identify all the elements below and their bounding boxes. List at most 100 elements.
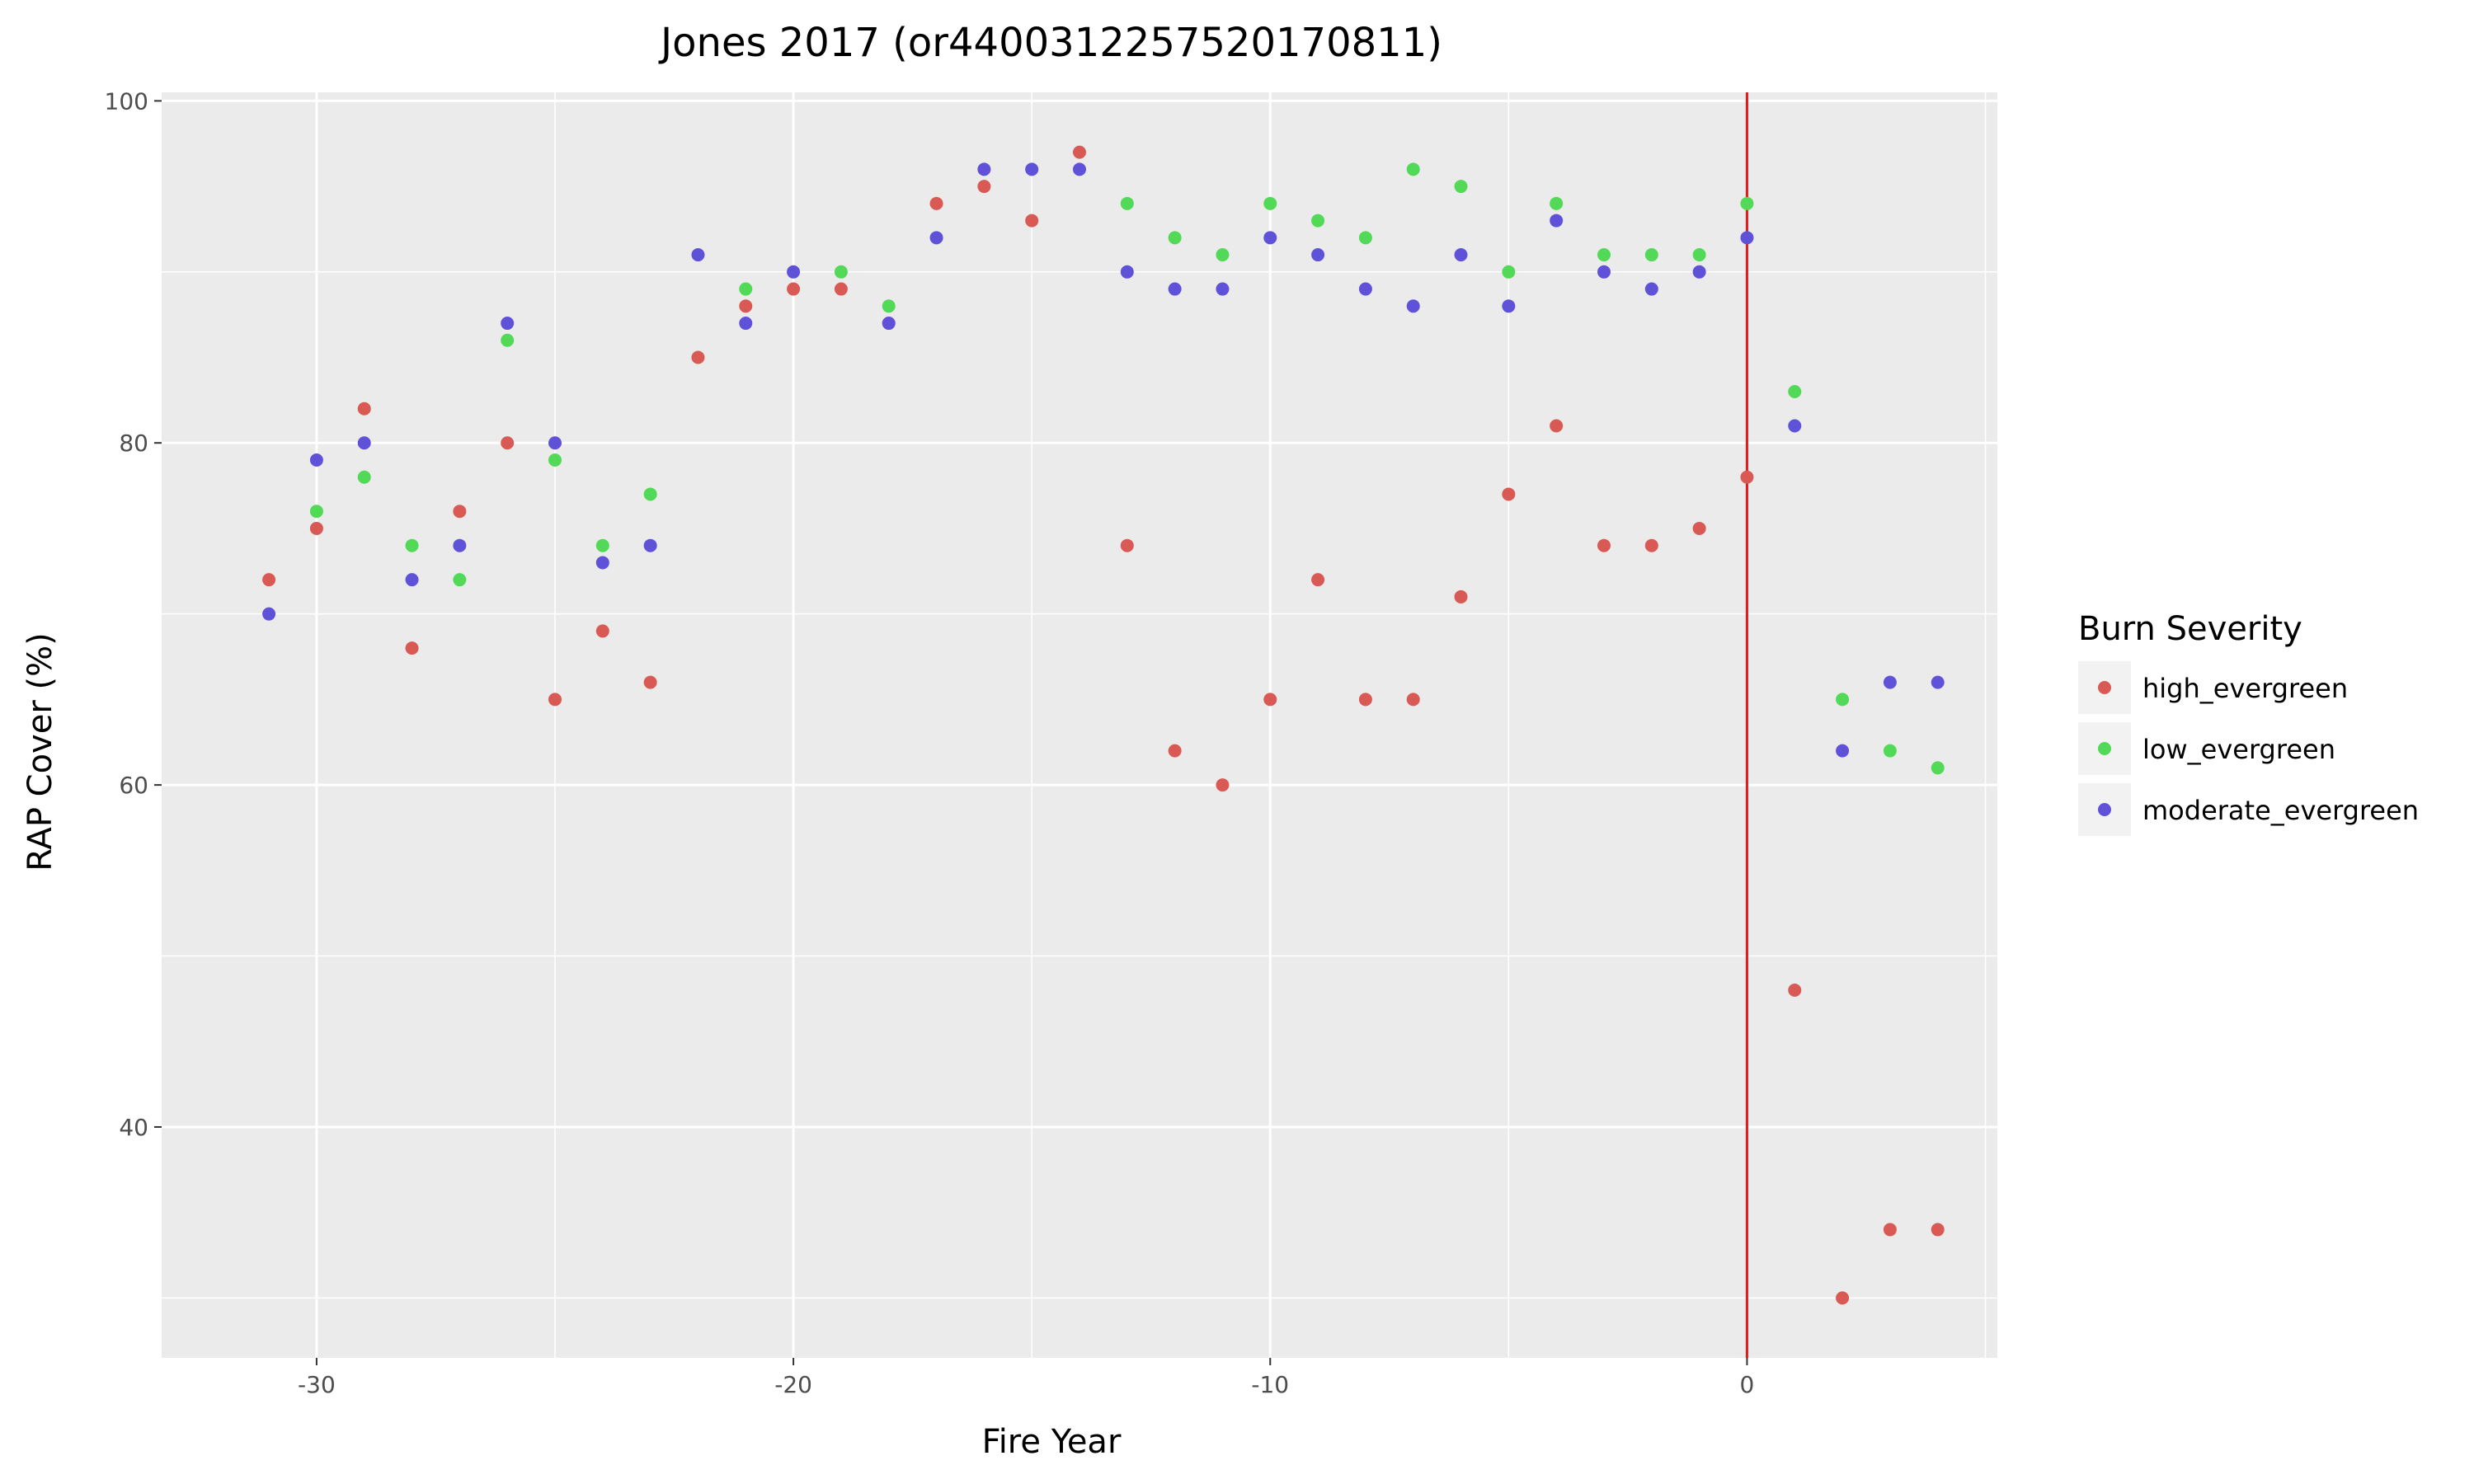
- x-tick-label: -20: [774, 1371, 812, 1398]
- data-point: [1406, 693, 1420, 707]
- data-point: [1502, 299, 1516, 313]
- data-point: [1025, 162, 1039, 176]
- y-axis-title: RAP Cover (%): [21, 632, 59, 871]
- data-point: [1168, 282, 1182, 296]
- data-point: [1836, 744, 1850, 758]
- data-point: [1550, 196, 1564, 210]
- legend-title: Burn Severity: [2078, 610, 2302, 648]
- data-point: [929, 196, 943, 210]
- data-point: [1597, 538, 1611, 552]
- data-point: [357, 470, 371, 484]
- data-point: [1073, 162, 1086, 176]
- data-point: [739, 299, 753, 313]
- data-point: [1216, 248, 1230, 262]
- data-point: [1597, 265, 1611, 279]
- legend-label: high_evergreen: [2142, 673, 2348, 704]
- data-point: [1454, 180, 1468, 194]
- legend: Burn Severity high_evergreen low_evergree…: [2078, 610, 2419, 836]
- x-axis-title: Fire Year: [982, 1423, 1122, 1461]
- data-point: [1502, 487, 1516, 501]
- x-tick-label: -10: [1251, 1371, 1289, 1398]
- data-point: [1931, 761, 1945, 775]
- y-tick-label: 100: [105, 87, 148, 115]
- data-point: [1358, 282, 1372, 296]
- data-point: [1216, 778, 1230, 792]
- data-point: [1788, 385, 1802, 399]
- data-point: [1263, 196, 1277, 210]
- data-point: [1358, 693, 1372, 707]
- legend-marker: [2098, 681, 2111, 694]
- data-point: [1454, 248, 1468, 262]
- data-point: [1931, 1223, 1945, 1237]
- data-point: [262, 573, 276, 587]
- data-point: [357, 402, 371, 416]
- legend-label: low_evergreen: [2142, 734, 2335, 765]
- data-point: [595, 624, 609, 638]
- data-point: [1883, 675, 1897, 689]
- data-point: [405, 641, 419, 655]
- data-point: [501, 333, 515, 347]
- data-point: [1692, 521, 1706, 535]
- data-point: [929, 231, 943, 245]
- x-tick-label: -30: [298, 1371, 336, 1398]
- data-point: [262, 607, 276, 621]
- data-point: [882, 317, 896, 331]
- data-point: [453, 538, 467, 552]
- plot-background: [162, 92, 1997, 1358]
- data-point: [1931, 675, 1945, 689]
- data-point: [453, 573, 467, 587]
- data-point: [1740, 196, 1754, 210]
- data-point: [1263, 693, 1277, 707]
- data-point: [1550, 419, 1564, 433]
- legend-marker: [2098, 742, 2111, 755]
- data-point: [882, 299, 896, 313]
- data-point: [1168, 744, 1182, 758]
- y-tick-label: 60: [119, 772, 148, 799]
- data-point: [1406, 162, 1420, 176]
- chart-title: Jones 2017 (or4400312257520170811): [658, 20, 1442, 66]
- data-point: [834, 282, 848, 296]
- data-point: [309, 521, 323, 535]
- data-point: [1692, 248, 1706, 262]
- data-point: [548, 436, 562, 450]
- data-point: [405, 573, 419, 587]
- data-point: [1216, 282, 1230, 296]
- data-point: [1311, 248, 1325, 262]
- data-point: [1836, 693, 1850, 707]
- data-point: [691, 248, 705, 262]
- data-point: [739, 282, 753, 296]
- data-point: [595, 556, 609, 570]
- data-point: [1788, 984, 1802, 998]
- data-point: [1406, 299, 1420, 313]
- data-point: [1692, 265, 1706, 279]
- data-point: [1644, 248, 1658, 262]
- data-point: [1644, 282, 1658, 296]
- data-point: [1597, 248, 1611, 262]
- data-point: [1883, 1223, 1897, 1237]
- data-point: [1168, 231, 1182, 245]
- series-moderate_evergreen: [262, 162, 1945, 758]
- y-tick-label: 80: [119, 430, 148, 457]
- legend-label: moderate_evergreen: [2142, 795, 2419, 826]
- plot-panel: -30 -20 -10 0 40 60 80 100: [105, 87, 1997, 1398]
- data-point: [643, 675, 657, 689]
- data-point: [787, 282, 801, 296]
- data-point: [834, 265, 848, 279]
- data-point: [643, 487, 657, 501]
- data-point: [1073, 145, 1086, 159]
- data-point: [977, 162, 991, 176]
- data-point: [977, 180, 991, 194]
- data-point: [595, 538, 609, 552]
- data-point: [1311, 214, 1325, 228]
- data-point: [691, 350, 705, 364]
- legend-marker: [2098, 803, 2111, 816]
- data-point: [1550, 214, 1564, 228]
- data-point: [1502, 265, 1516, 279]
- data-point: [1263, 231, 1277, 245]
- data-point: [453, 505, 467, 519]
- data-point: [643, 538, 657, 552]
- data-point: [357, 436, 371, 450]
- data-point: [1025, 214, 1039, 228]
- data-point: [787, 265, 801, 279]
